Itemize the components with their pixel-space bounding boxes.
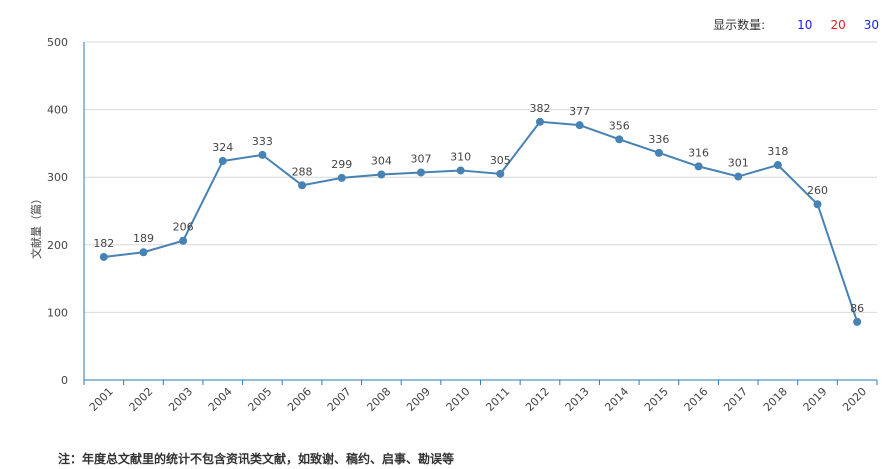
y-tick-label: 400 bbox=[47, 104, 68, 117]
y-axis-title: 文献量（篇） bbox=[29, 193, 43, 259]
x-tick-label: 2011 bbox=[483, 385, 512, 414]
count-option-20[interactable]: 20 bbox=[830, 17, 846, 32]
data-point bbox=[456, 166, 465, 175]
x-tick-label: 2014 bbox=[602, 385, 631, 414]
data-point bbox=[258, 150, 267, 159]
data-point bbox=[99, 252, 108, 261]
data-label: 182 bbox=[93, 237, 114, 250]
data-point bbox=[218, 156, 227, 165]
display-count-label: 显示数量: bbox=[713, 18, 766, 32]
x-tick-label: 2018 bbox=[761, 385, 790, 414]
data-point bbox=[694, 162, 703, 171]
data-label: 189 bbox=[133, 232, 154, 245]
data-point bbox=[654, 148, 663, 157]
x-tick-label: 2001 bbox=[87, 385, 116, 414]
x-tick-label: 2013 bbox=[563, 385, 592, 414]
data-label: 206 bbox=[173, 221, 194, 234]
y-tick-label: 200 bbox=[47, 239, 68, 252]
x-tick-label: 2009 bbox=[404, 385, 433, 414]
data-label: 324 bbox=[212, 141, 233, 154]
x-tick-label: 2016 bbox=[682, 385, 711, 414]
count-option-30[interactable]: 30 bbox=[863, 17, 879, 32]
data-label: 310 bbox=[450, 150, 471, 163]
data-label: 299 bbox=[331, 158, 352, 171]
data-label: 356 bbox=[609, 119, 630, 132]
series-line bbox=[103, 120, 859, 323]
y-tick-label: 100 bbox=[47, 306, 68, 319]
data-point bbox=[377, 170, 386, 179]
data-point bbox=[615, 135, 624, 144]
x-tick-label: 2007 bbox=[325, 385, 354, 414]
data-point bbox=[734, 172, 743, 181]
data-label: 316 bbox=[688, 146, 709, 159]
x-tick-label: 2006 bbox=[285, 385, 314, 414]
x-tick-label: 2005 bbox=[245, 385, 274, 414]
data-label: 336 bbox=[648, 133, 669, 146]
data-label: 305 bbox=[490, 154, 511, 167]
data-label: 333 bbox=[252, 135, 273, 148]
data-point bbox=[298, 181, 307, 190]
y-tick-label: 500 bbox=[47, 36, 68, 49]
x-tick-label: 2020 bbox=[840, 385, 869, 414]
data-label: 307 bbox=[411, 152, 432, 165]
line-chart: 0 100 200 300 400 500 2001 2002 2003 2004 2005 2006… bbox=[29, 36, 878, 414]
data-point bbox=[496, 169, 505, 178]
x-tick-label: 2010 bbox=[444, 385, 473, 414]
x-tick-label: 2004 bbox=[206, 385, 235, 414]
data-point bbox=[575, 121, 584, 130]
data-label: 382 bbox=[529, 102, 550, 115]
data-label: 288 bbox=[292, 165, 313, 178]
x-tick-label: 2017 bbox=[721, 385, 750, 414]
x-tick-label: 2012 bbox=[523, 385, 552, 414]
data-point bbox=[773, 161, 782, 170]
data-point bbox=[853, 317, 862, 326]
data-label: 260 bbox=[807, 184, 828, 197]
data-label: 86 bbox=[850, 302, 864, 315]
footnote: 注：年度总文献里的统计不包含资讯类文献，如致谢、稿约、启事、勘误等 bbox=[58, 452, 455, 466]
data-point bbox=[337, 173, 346, 182]
x-tick-label: 2008 bbox=[364, 385, 393, 414]
data-label: 377 bbox=[569, 105, 590, 118]
x-tick-label: 2003 bbox=[166, 385, 195, 414]
x-tick-label: 2015 bbox=[642, 385, 671, 414]
data-point bbox=[179, 236, 188, 245]
data-point bbox=[535, 117, 544, 126]
data-point bbox=[139, 248, 148, 257]
data-label: 304 bbox=[371, 154, 392, 167]
y-tick-label: 300 bbox=[47, 171, 68, 184]
data-point bbox=[417, 168, 426, 177]
x-tick-label: 2002 bbox=[127, 385, 156, 414]
count-option-10[interactable]: 10 bbox=[797, 17, 813, 32]
data-point bbox=[813, 200, 822, 209]
y-tick-label: 0 bbox=[61, 374, 68, 387]
display-count-bar: 显示数量: 10 20 30 bbox=[713, 16, 879, 33]
x-tick-label: 2019 bbox=[801, 385, 830, 414]
data-label: 318 bbox=[767, 145, 788, 158]
data-label: 301 bbox=[728, 157, 749, 170]
